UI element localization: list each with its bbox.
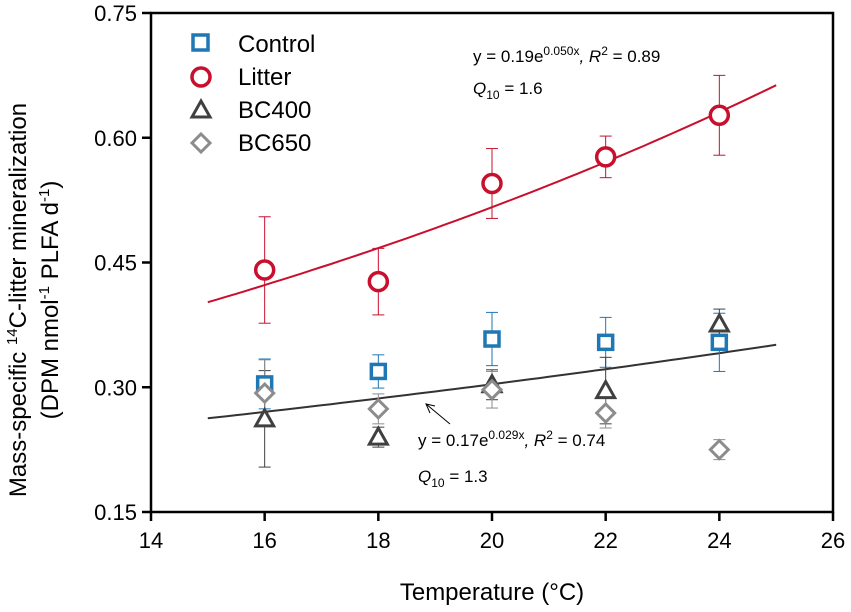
legend-marker-litter xyxy=(190,66,212,88)
legend-marker-control xyxy=(191,33,210,52)
plot-frame xyxy=(149,11,835,514)
point-bc650-24 xyxy=(708,438,731,461)
point-bc650-18 xyxy=(367,397,390,420)
bc-annotation-arrow xyxy=(425,403,451,425)
litter-q10: Q10 = 1.6 xyxy=(473,79,543,102)
legend-marker-bc400 xyxy=(189,97,213,119)
error-bars xyxy=(258,74,726,468)
legend-label-bc400: BC400 xyxy=(238,97,311,124)
x-tick-label-22: 22 xyxy=(593,528,617,553)
point-control-24 xyxy=(710,333,729,352)
x-tick-label-14: 14 xyxy=(139,528,163,553)
bc-annotation-arrowhead xyxy=(425,403,436,414)
point-bc400-16 xyxy=(253,406,277,428)
y-tick-label-0.6: 0.60 xyxy=(94,126,137,151)
data-points xyxy=(253,104,731,461)
bc-q10: Q10 = 1.3 xyxy=(418,467,488,490)
legend-label-bc650: BC650 xyxy=(238,130,311,157)
litter-equation: y = 0.19e0.050x, R2 = 0.89 xyxy=(473,44,660,66)
x-tick-label-26: 26 xyxy=(821,528,845,553)
point-control-18 xyxy=(369,362,388,381)
point-litter-22 xyxy=(594,146,617,168)
point-control-20 xyxy=(483,330,501,348)
point-control-22 xyxy=(596,333,615,352)
x-tick-label-20: 20 xyxy=(480,528,504,553)
point-litter-16 xyxy=(253,259,276,281)
point-litter-24 xyxy=(708,104,731,127)
y-tick-label-0.75: 0.75 xyxy=(94,1,137,26)
point-litter-20 xyxy=(481,172,503,195)
y-tick-label-0.15: 0.15 xyxy=(94,500,137,525)
legend-label-control: Control xyxy=(238,31,315,58)
legend-marker-bc650 xyxy=(189,131,213,155)
point-litter-18 xyxy=(367,270,390,293)
axis-ticks: 14 16 18 20 22 24 26 0.15 0.30 0.45 0.60 0.75 xyxy=(94,1,845,553)
point-bc400-22 xyxy=(594,378,618,400)
y-tick-label-0.45: 0.45 xyxy=(94,251,137,276)
x-tick-label-16: 16 xyxy=(252,528,276,553)
x-tick-label-18: 18 xyxy=(366,528,390,553)
bc-equation: y = 0.17e0.029x, R2 = 0.74 xyxy=(418,428,605,450)
point-bc650-16 xyxy=(253,381,276,405)
y-tick-label-0.3: 0.30 xyxy=(94,375,137,400)
point-bc400-18 xyxy=(366,425,390,446)
point-bc650-20 xyxy=(480,378,504,401)
y-axis-title-line2: (DPM nmol-1 PLFA d-1) xyxy=(36,181,64,420)
y-axis-title-line1: Mass-specific 14C-litter mineralization xyxy=(4,103,32,497)
point-bc400-24 xyxy=(707,311,731,333)
x-tick-label-24: 24 xyxy=(707,528,731,553)
point-bc650-22 xyxy=(594,401,617,425)
legend-label-litter: Litter xyxy=(238,64,291,91)
legend: Control Litter BC400 BC650 xyxy=(189,31,315,157)
x-axis-title: Temperature (°C) xyxy=(400,579,584,606)
